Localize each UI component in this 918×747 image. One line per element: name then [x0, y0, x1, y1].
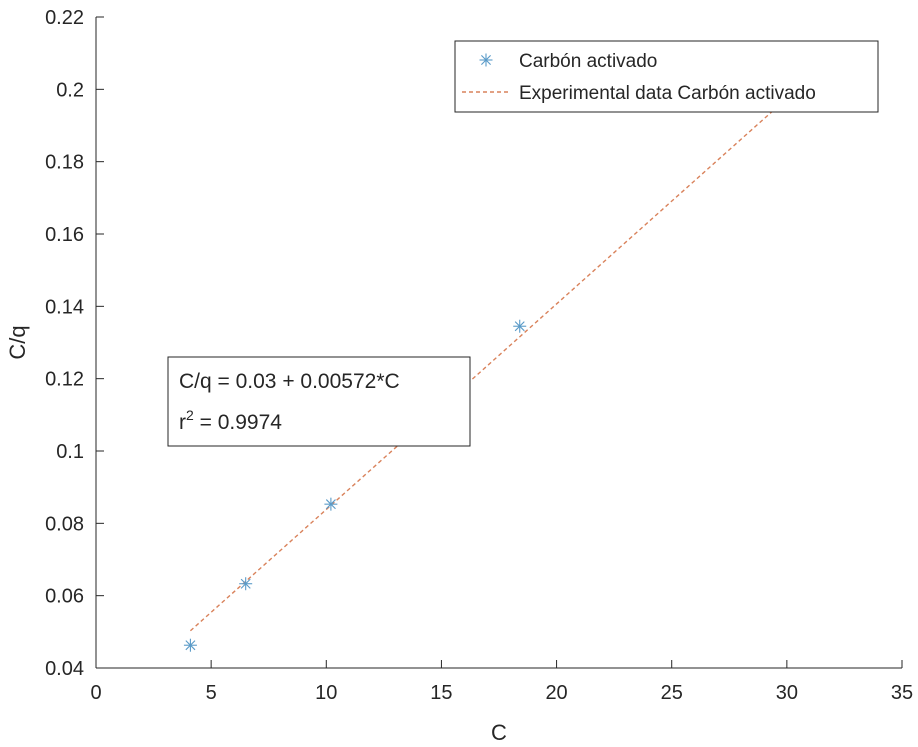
y-tick-label: 0.06 [45, 586, 84, 608]
x-tick-label: 30 [776, 682, 798, 704]
y-tick-label: 0.18 [45, 152, 84, 174]
y-tick-label: 0.14 [45, 296, 84, 318]
x-axis-label: C [491, 720, 507, 745]
y-tick-label: 0.12 [45, 369, 84, 391]
data-point [239, 577, 253, 591]
y-tick-label: 0.08 [45, 513, 84, 535]
legend-label-experimental: Experimental data Carbón activado [519, 83, 816, 104]
y-axis-label: C/q [5, 325, 30, 359]
x-tick-label: 35 [891, 682, 913, 704]
legend-marker-asterisk [479, 53, 493, 67]
y-tick-label: 0.1 [56, 441, 84, 463]
r-value: = 0.9974 [194, 411, 282, 434]
x-tick-label: 15 [430, 682, 452, 704]
r-symbol: r [179, 411, 186, 434]
data-point [183, 638, 197, 652]
data-point [324, 497, 338, 511]
data-point [513, 319, 527, 333]
x-tick-label: 20 [545, 682, 567, 704]
y-tick-label: 0.04 [45, 658, 84, 680]
annotation-r-squared: r2 = 0.9974 [179, 407, 282, 434]
x-tick-label: 10 [315, 682, 337, 704]
axes: 0 5 10 15 20 25 30 35 0.04 0.06 0.08 0.1 0.12 0.14 0.1… [5, 7, 913, 745]
r-superscript: 2 [186, 407, 194, 423]
x-tick-label: 25 [661, 682, 683, 704]
fit-line-group [189, 97, 788, 632]
x-tick-label: 0 [90, 682, 101, 704]
annotation-equation: C/q = 0.03 + 0.00572*C [179, 370, 400, 393]
fit-line [189, 97, 788, 632]
x-tick-label: 5 [206, 682, 217, 704]
legend: Carbón activado Experimental data Carbón… [454, 40, 879, 113]
y-tick-label: 0.22 [45, 7, 84, 29]
annotation-box: C/q = 0.03 + 0.00572*C r2 = 0.9974 [167, 356, 471, 447]
y-tick-label: 0.2 [56, 79, 84, 101]
legend-asterisk-icon [479, 53, 493, 67]
legend-label-carbon: Carbón activado [519, 51, 657, 72]
y-tick-label: 0.16 [45, 224, 84, 246]
